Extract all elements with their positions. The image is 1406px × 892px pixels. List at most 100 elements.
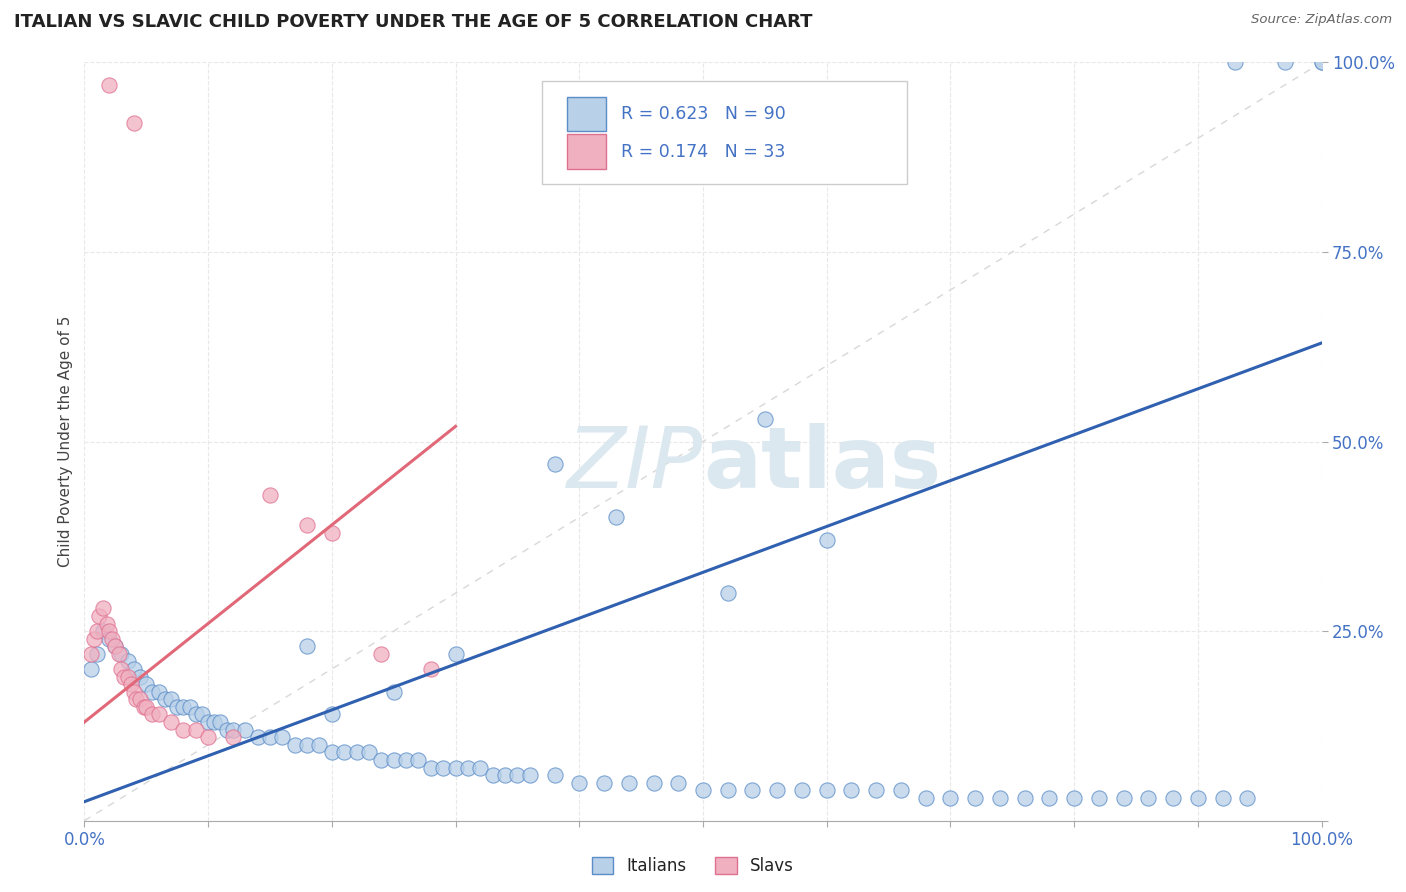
Point (191, 707, 214, 722)
Point (120, 677, 142, 691)
Point (692, 783, 714, 797)
Text: ZIP: ZIP (567, 423, 703, 506)
Point (135, 699, 157, 714)
Point (259, 487, 281, 501)
Point (83, 632, 105, 646)
FancyBboxPatch shape (592, 857, 613, 874)
Point (135, 677, 157, 691)
Point (841, 783, 863, 797)
Point (643, 776, 665, 790)
Point (129, 669, 152, 683)
Point (148, 685, 170, 699)
Point (132, 699, 155, 714)
Point (246, 730, 269, 744)
Point (112, 669, 135, 683)
Point (815, 783, 838, 797)
Point (284, 738, 307, 752)
Point (98, 632, 121, 646)
Point (153, 692, 176, 706)
Point (141, 685, 163, 699)
Point (91, 624, 114, 639)
Point (865, 783, 887, 797)
Point (79, 662, 101, 676)
Point (172, 699, 194, 714)
Point (754, 412, 776, 426)
Point (914, 791, 936, 805)
Point (117, 669, 139, 683)
Point (222, 723, 245, 737)
Point (122, 685, 145, 699)
Point (481, 768, 503, 782)
Point (1212, 791, 1234, 805)
Point (104, 639, 127, 653)
Point (419, 662, 441, 676)
Point (197, 715, 219, 730)
Point (1310, 55, 1333, 70)
Point (122, 662, 145, 676)
Point (222, 730, 245, 744)
FancyBboxPatch shape (716, 857, 737, 874)
Point (295, 738, 318, 752)
Point (790, 783, 813, 797)
Text: atlas: atlas (703, 423, 941, 506)
Point (184, 707, 207, 722)
Point (519, 768, 541, 782)
Point (166, 699, 188, 714)
Point (457, 760, 479, 774)
Point (308, 738, 330, 752)
FancyBboxPatch shape (567, 135, 606, 169)
Point (419, 760, 441, 774)
Point (1274, 55, 1296, 70)
Point (382, 753, 405, 767)
Point (333, 746, 356, 760)
Point (506, 768, 529, 782)
Point (1187, 791, 1209, 805)
Point (215, 723, 238, 737)
Point (98, 624, 121, 639)
Point (370, 647, 392, 661)
Point (295, 517, 318, 532)
Point (346, 746, 368, 760)
Point (98, 78, 121, 92)
Point (568, 776, 591, 790)
Point (357, 746, 380, 760)
Point (382, 685, 405, 699)
Point (666, 776, 689, 790)
Point (89, 608, 111, 623)
Point (605, 510, 627, 524)
Point (717, 783, 740, 797)
Text: Source: ZipAtlas.com: Source: ZipAtlas.com (1251, 13, 1392, 27)
Point (117, 655, 139, 669)
Point (104, 639, 127, 653)
Point (197, 730, 219, 744)
Point (370, 753, 392, 767)
Text: ITALIAN VS SLAVIC CHILD POVERTY UNDER THE AGE OF 5 CORRELATION CHART: ITALIAN VS SLAVIC CHILD POVERTY UNDER TH… (14, 13, 813, 31)
Point (1038, 791, 1060, 805)
Point (408, 753, 430, 767)
Point (110, 662, 132, 676)
Point (125, 692, 148, 706)
Point (259, 730, 281, 744)
Point (1310, 55, 1333, 70)
Point (494, 768, 516, 782)
Point (965, 791, 987, 805)
FancyBboxPatch shape (543, 81, 907, 184)
Point (160, 715, 183, 730)
Point (209, 715, 232, 730)
Point (444, 760, 467, 774)
Point (1161, 791, 1184, 805)
Point (271, 730, 294, 744)
Point (593, 776, 616, 790)
Y-axis label: Child Poverty Under the Age of 5: Child Poverty Under the Age of 5 (58, 316, 73, 567)
Point (395, 753, 418, 767)
Text: Slavs: Slavs (749, 857, 794, 875)
Text: R = 0.623   N = 90: R = 0.623 N = 90 (621, 104, 786, 122)
Point (1088, 791, 1111, 805)
Point (815, 533, 838, 548)
Point (321, 746, 343, 760)
Point (1223, 55, 1246, 70)
Point (86, 647, 108, 661)
Point (1014, 791, 1036, 805)
Point (470, 760, 492, 774)
Point (233, 723, 256, 737)
